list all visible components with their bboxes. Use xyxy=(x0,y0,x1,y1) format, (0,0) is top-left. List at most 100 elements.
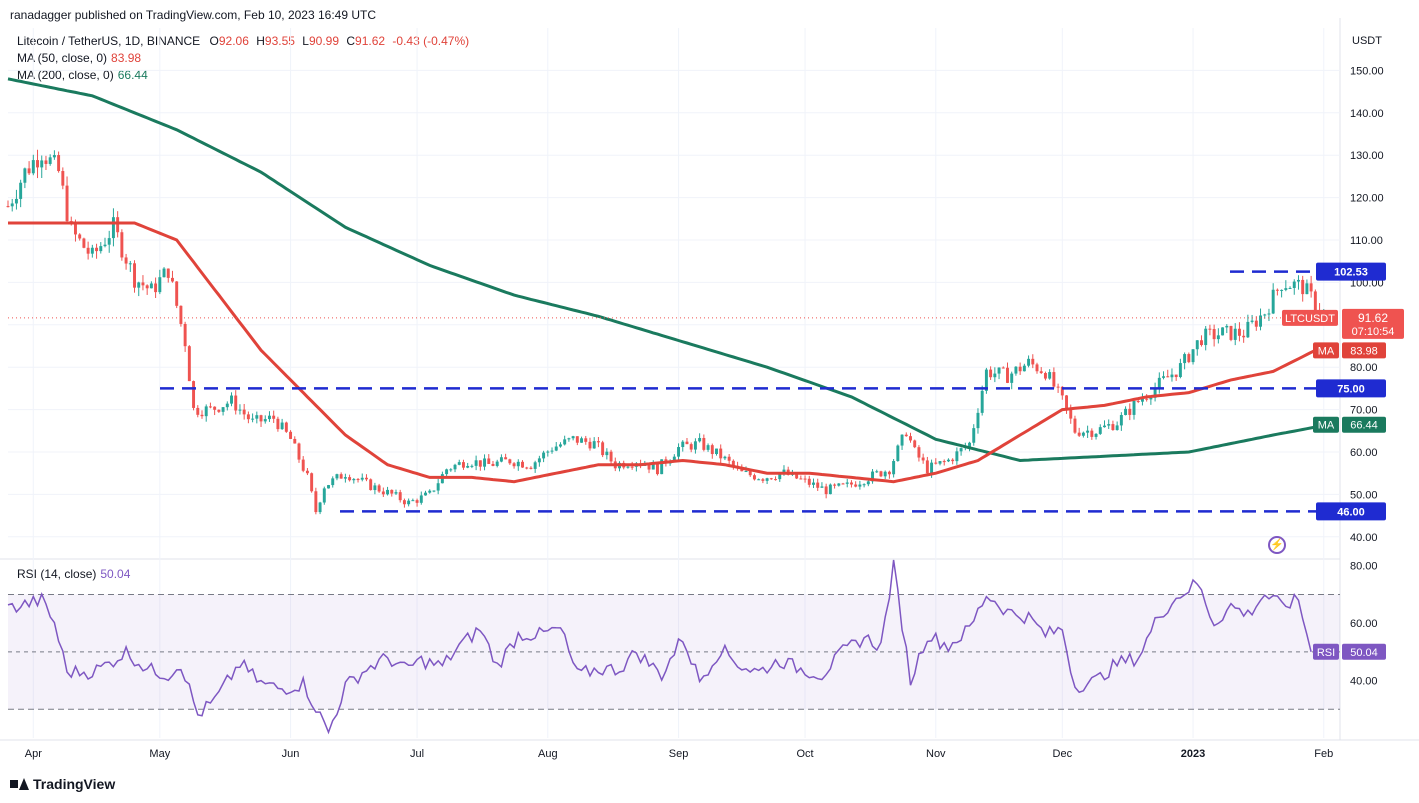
tradingview-brand[interactable]: TradingView xyxy=(10,776,115,792)
candle-body xyxy=(677,447,681,457)
candle-body xyxy=(166,268,170,278)
candle-body xyxy=(14,198,18,204)
candle-body xyxy=(761,479,765,481)
candle-body xyxy=(149,283,153,289)
ma-value-tag xyxy=(1342,416,1386,433)
candle-body xyxy=(1073,418,1077,433)
candle-body xyxy=(255,415,259,419)
candle-body xyxy=(225,403,229,408)
candle-body xyxy=(1136,400,1140,402)
rsi-tag-label: RSI xyxy=(1317,647,1335,659)
candle-body xyxy=(474,460,478,466)
candle-body xyxy=(31,160,35,174)
candle-body xyxy=(386,489,390,495)
candle-body xyxy=(752,475,756,480)
candle-body xyxy=(879,471,883,477)
candle-body xyxy=(445,469,449,475)
candle-body xyxy=(293,438,297,444)
candle-body xyxy=(1237,328,1241,336)
price-tag-value: 91.62 xyxy=(1358,311,1388,325)
candle-body xyxy=(706,445,710,450)
candle-body xyxy=(381,491,385,495)
candle-body xyxy=(1031,358,1035,365)
candle-body xyxy=(27,168,31,174)
unit-label: USDT xyxy=(1352,35,1382,47)
time-tick-label: Feb xyxy=(1314,748,1333,760)
level-tag xyxy=(1316,262,1386,281)
candle-body xyxy=(1170,374,1174,378)
candle-body xyxy=(284,422,288,432)
candle-body xyxy=(925,460,929,474)
candle-body xyxy=(892,461,896,475)
candle-body xyxy=(575,436,579,443)
candle-body xyxy=(457,462,461,465)
candle-body xyxy=(432,490,436,492)
candle-body xyxy=(99,246,103,252)
candle-body xyxy=(959,448,963,452)
candle-body xyxy=(592,441,596,449)
price-tick-label: 130.00 xyxy=(1350,150,1384,162)
candle-body xyxy=(171,277,174,282)
candle-body xyxy=(567,438,571,440)
candle-body xyxy=(1288,287,1292,289)
candle-body xyxy=(1035,364,1039,372)
candle-body xyxy=(183,323,187,347)
candle-body xyxy=(1178,363,1182,378)
candle-body xyxy=(765,478,769,481)
price-tag xyxy=(1342,308,1404,339)
candle-body xyxy=(221,407,225,412)
candle-body xyxy=(343,477,347,479)
candle-body xyxy=(1301,279,1305,295)
close-label: C xyxy=(346,34,356,48)
candle-body xyxy=(1056,386,1060,388)
candle-body xyxy=(609,451,613,462)
candle-body xyxy=(976,412,980,429)
candle-body xyxy=(1124,408,1128,416)
candle-body xyxy=(689,444,693,450)
candle-body xyxy=(116,217,120,233)
candle-body xyxy=(120,232,124,258)
candle-body xyxy=(968,442,972,447)
price-tick-label: 40.00 xyxy=(1350,532,1378,544)
candle-body xyxy=(1119,415,1123,426)
ma-tag-value: 66.44 xyxy=(1350,420,1378,432)
candle-body xyxy=(769,478,773,480)
candle-body xyxy=(1048,372,1052,379)
candle-body xyxy=(289,431,293,439)
candle-body xyxy=(360,477,364,480)
candle-body xyxy=(1052,372,1056,387)
candle-body xyxy=(871,471,875,482)
candle-body xyxy=(1242,335,1246,338)
candle-body xyxy=(52,155,56,158)
high-label: H xyxy=(256,34,265,48)
candle-body xyxy=(158,277,162,293)
candle-body xyxy=(499,457,503,462)
candle-body xyxy=(563,439,567,445)
price-tick-label: 110.00 xyxy=(1350,235,1383,247)
candle-body xyxy=(398,492,402,501)
candle-body xyxy=(698,437,702,442)
candle-body xyxy=(546,451,550,453)
candle-body xyxy=(335,474,339,479)
flash-icon[interactable]: ⚡ xyxy=(1268,536,1286,554)
candle-body xyxy=(1297,279,1300,282)
candle-body xyxy=(276,418,280,430)
candle-body xyxy=(1162,376,1165,378)
candle-body xyxy=(314,491,318,513)
candle-body xyxy=(1060,386,1064,396)
candle-body xyxy=(1200,340,1203,346)
candle-body xyxy=(331,478,335,486)
candle-body xyxy=(1208,328,1212,330)
candle-body xyxy=(1191,349,1195,363)
candle-body xyxy=(900,434,904,446)
time-tick-label: Jun xyxy=(282,748,300,760)
candle-body xyxy=(192,381,196,408)
candle-body xyxy=(972,428,976,443)
candle-body xyxy=(571,436,575,439)
candle-body xyxy=(799,478,803,480)
time-tick-label: May xyxy=(149,748,170,760)
candle-body xyxy=(162,268,166,278)
ma200-line xyxy=(7,77,1329,463)
candle-body xyxy=(1263,314,1267,316)
